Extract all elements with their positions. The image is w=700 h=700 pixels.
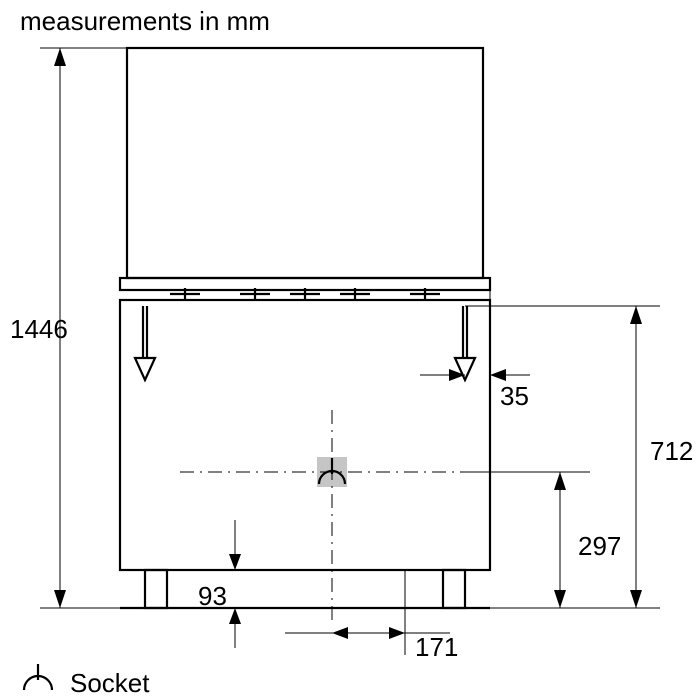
appliance-lid: [120, 48, 490, 290]
caption-measurements: measurements in mm: [20, 6, 270, 36]
dim-297-value: 297: [578, 531, 621, 561]
dim-35-value: 35: [500, 381, 529, 411]
appliance-body: [120, 300, 490, 570]
legend-socket: Socket: [24, 664, 150, 698]
dim-171-value: 171: [415, 632, 458, 662]
dim-712: 712: [490, 306, 693, 608]
dim-297: 297: [460, 472, 621, 608]
dim-1446: 1446: [10, 48, 127, 608]
dim-712-value: 712: [650, 436, 693, 466]
appliance-feet: [145, 570, 465, 608]
legend-socket-label: Socket: [70, 668, 150, 698]
dim-93: 93: [167, 520, 260, 648]
dim-93-value: 93: [198, 581, 227, 611]
dim-171: 171: [285, 570, 458, 662]
dim-1446-value: 1446: [10, 314, 68, 344]
